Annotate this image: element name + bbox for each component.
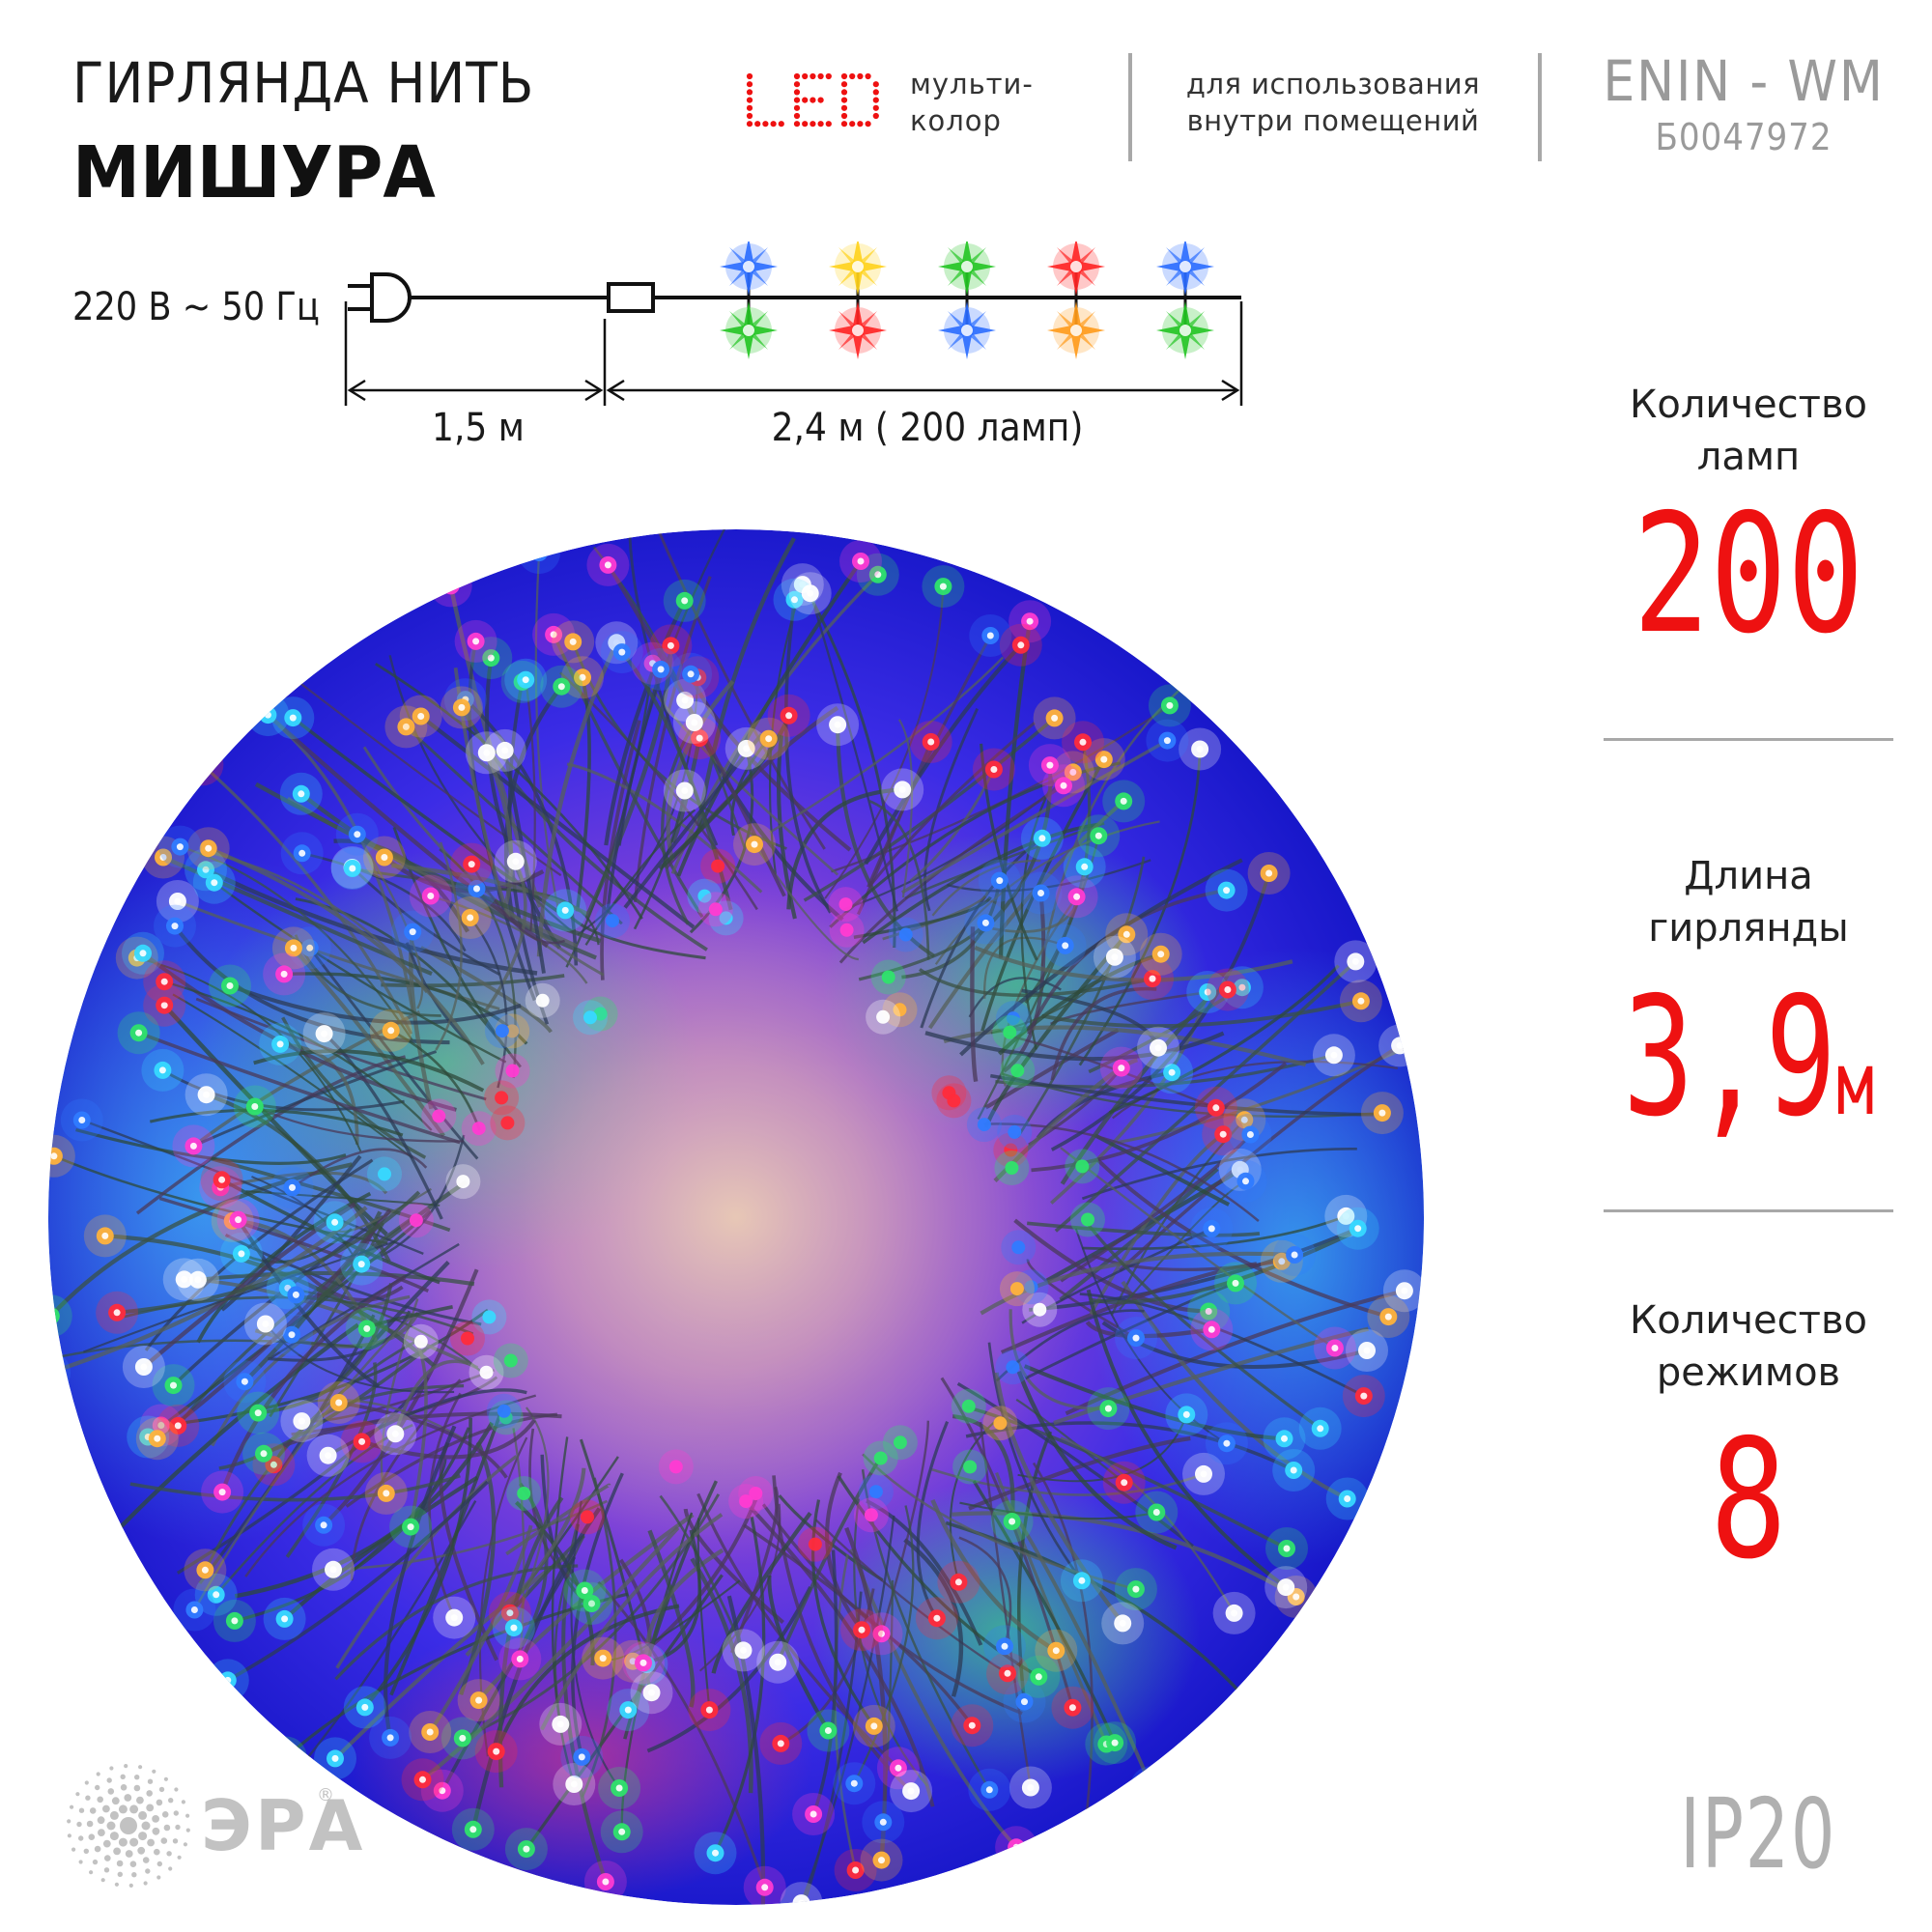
lamp-count-value: 200 [1633,479,1864,670]
spec-divider [1604,738,1893,741]
led-desc-line2: колор [910,104,1002,137]
lamp-count-label-line1: Количество [1629,383,1867,427]
length-value: 3,9м [1588,976,1908,1167]
header-divider [1538,53,1542,161]
length-unit: м [1836,1034,1875,1135]
cord-length-label: 1,5 м [432,406,525,450]
modes-label-line2: режимов [1656,1350,1841,1395]
length-label-line2: гирлянды [1648,906,1849,951]
spec-divider [1604,1209,1893,1212]
brand-name: ЭРА [201,1785,366,1866]
modes-label: Количество режимов [1526,1294,1932,1399]
garland-dimension-diagram [344,242,1243,406]
ip-rating: IP20 [1679,1777,1837,1890]
led-color-description: мульти- колор [910,66,1034,139]
header-divider [1128,53,1132,161]
string-length-label: 2,4 м ( 200 ламп) [771,406,1084,450]
product-title-line1: ГИРЛЯНДА НИТЬ [72,50,535,116]
dimension-lines [344,301,1243,406]
product-title-line2: МИШУРА [72,131,436,214]
bulb-row-bottom [720,298,1214,359]
bulb-row-top [720,242,1214,298]
modes-label-line1: Количество [1629,1298,1867,1343]
plug-icon [348,272,412,323]
length-label: Длина гирлянды [1526,850,1932,954]
modes-value: 8 [1710,1405,1787,1596]
garland-product-photo [48,529,1424,1905]
led-dot-logo-icon [746,72,879,128]
usage-line2: внутри помещений [1186,104,1480,137]
usage-note: для использования внутри помещений [1140,66,1526,139]
lamp-count-label: Количество ламп [1526,379,1932,483]
garland-wires [48,529,1424,1905]
voltage-label: 220 В ~ 50 Гц [72,285,320,329]
led-desc-line1: мульти- [910,68,1034,100]
usage-line1: для использования [1185,68,1481,100]
length-number: 3,9 [1622,962,1837,1153]
length-label-line1: Длина [1684,854,1813,898]
lamp-count-label-line2: ламп [1696,435,1801,479]
article-number: Б0047972 [1655,116,1833,158]
controller-box-icon [607,282,655,313]
model-code: ENIN - WM [1603,48,1885,114]
brand-registered-mark: ® [317,1785,334,1805]
sunburst-dots-icon [67,1764,190,1888]
